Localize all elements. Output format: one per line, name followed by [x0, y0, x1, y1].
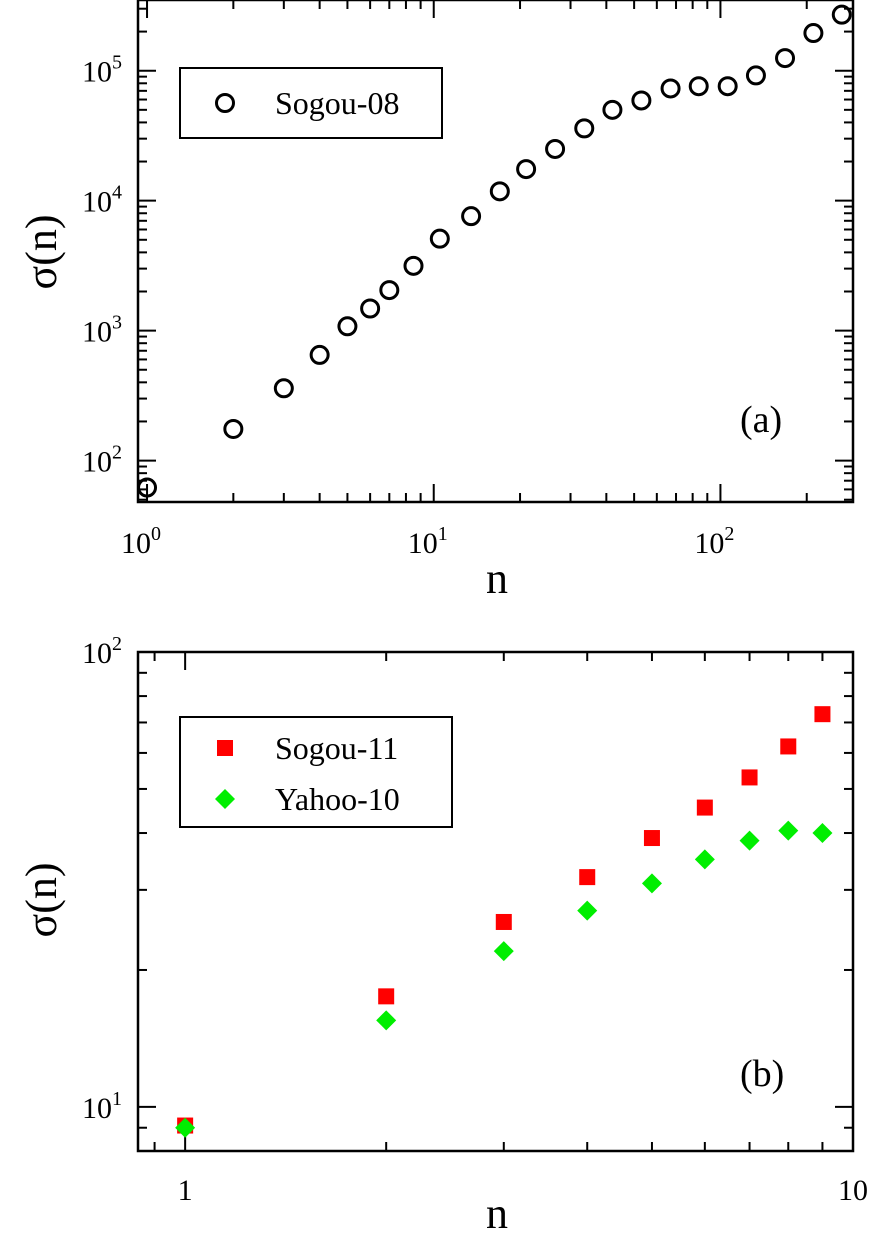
panel-a: 102 103 104 105 100 101 102 Sogou-08 (a) n σ(… — [17, 0, 855, 603]
point-sogou-08 — [602, 99, 623, 120]
point-yahoo-10 — [493, 941, 514, 962]
legend-label-sogou-11: Sogou-11 — [275, 730, 398, 766]
x-tick-label: 10 — [838, 1174, 868, 1207]
legend-marker-yahoo-10 — [215, 789, 235, 809]
point-sogou-11 — [780, 738, 797, 755]
legend-box-b — [179, 716, 453, 828]
y-tick-label: 104 — [82, 182, 122, 219]
point-sogou-08 — [631, 90, 652, 111]
point-yahoo-10 — [778, 820, 799, 841]
legend-b: Sogou-11 Yahoo-10 — [179, 716, 453, 828]
legend-marker-sogou-11 — [217, 740, 233, 756]
point-sogou-08 — [516, 159, 537, 180]
point-sogou-11 — [696, 799, 713, 816]
legend-marker-sogou-08 — [215, 93, 235, 113]
y-axis-label-a: σ(n) — [17, 214, 66, 289]
point-yahoo-10 — [577, 900, 598, 921]
x-tick-label: 102 — [694, 523, 734, 560]
point-sogou-08 — [803, 23, 824, 44]
point-sogou-08 — [360, 298, 381, 319]
point-sogou-08 — [574, 118, 595, 139]
point-yahoo-10 — [812, 823, 833, 844]
panel-label-a: (a) — [740, 399, 782, 441]
panel-b: 101 102 1 10 Sogou-11 Yahoo-10 (b) n σ(n) — [17, 633, 868, 1236]
data-points-a — [137, 4, 852, 498]
legend-a: Sogou-08 — [179, 67, 443, 139]
point-yahoo-10 — [376, 1010, 397, 1031]
y-tick-label: 101 — [82, 1088, 122, 1125]
point-sogou-08 — [403, 255, 424, 276]
point-sogou-08 — [379, 280, 400, 301]
point-sogou-08 — [429, 228, 450, 249]
point-sogou-08 — [461, 206, 482, 227]
point-sogou-11 — [579, 869, 596, 886]
point-sogou-08 — [137, 477, 158, 498]
x-tick-labels-a: 100 101 102 — [121, 523, 734, 560]
point-sogou-11 — [495, 913, 512, 930]
panel-label-b: (b) — [740, 1053, 784, 1095]
point-sogou-08 — [745, 65, 766, 86]
point-sogou-08 — [337, 316, 358, 337]
y-tick-labels-a: 102 103 104 105 — [82, 52, 122, 479]
point-sogou-11 — [814, 706, 831, 723]
point-sogou-08 — [660, 78, 681, 99]
y-tick-label: 103 — [82, 312, 122, 349]
point-sogou-08 — [489, 181, 510, 202]
data-points-b — [175, 706, 833, 1138]
x-tick-labels-b: 1 10 — [178, 1174, 868, 1207]
y-ticks-a — [138, 7, 853, 501]
point-sogou-08 — [223, 418, 244, 439]
point-sogou-11 — [643, 830, 660, 847]
point-yahoo-10 — [694, 849, 715, 870]
y-tick-label: 105 — [82, 52, 122, 89]
point-sogou-11 — [741, 769, 758, 786]
point-sogou-08 — [309, 344, 330, 365]
y-ticks-b — [138, 651, 853, 1152]
y-tick-labels-b: 101 102 — [82, 633, 122, 1125]
x-tick-label: 100 — [121, 523, 161, 560]
x-tick-label: 1 — [178, 1174, 193, 1207]
legend-box-a — [179, 67, 443, 139]
x-tick-label: 101 — [408, 523, 448, 560]
point-sogou-08 — [775, 48, 796, 69]
y-axis-label-b: σ(n) — [17, 862, 66, 937]
legend-label-yahoo-10: Yahoo-10 — [275, 781, 400, 817]
point-sogou-08 — [273, 378, 294, 399]
y-tick-label: 102 — [82, 633, 122, 670]
x-axis-label-b: n — [486, 1189, 508, 1236]
legend-label-sogou-08: Sogou-08 — [275, 85, 399, 121]
y-tick-label: 102 — [82, 442, 122, 479]
point-sogou-08 — [831, 4, 852, 25]
plot-frame-b — [136, 650, 855, 1153]
point-sogou-08 — [717, 76, 738, 97]
point-yahoo-10 — [641, 873, 662, 894]
plot-frame-a — [136, 0, 855, 504]
point-sogou-08 — [688, 76, 709, 97]
point-yahoo-10 — [175, 1117, 196, 1138]
x-axis-label-a: n — [486, 554, 508, 603]
x-ticks-a — [146, 0, 808, 502]
point-sogou-08 — [545, 138, 566, 159]
point-sogou-11 — [378, 988, 395, 1005]
point-yahoo-10 — [739, 830, 760, 851]
